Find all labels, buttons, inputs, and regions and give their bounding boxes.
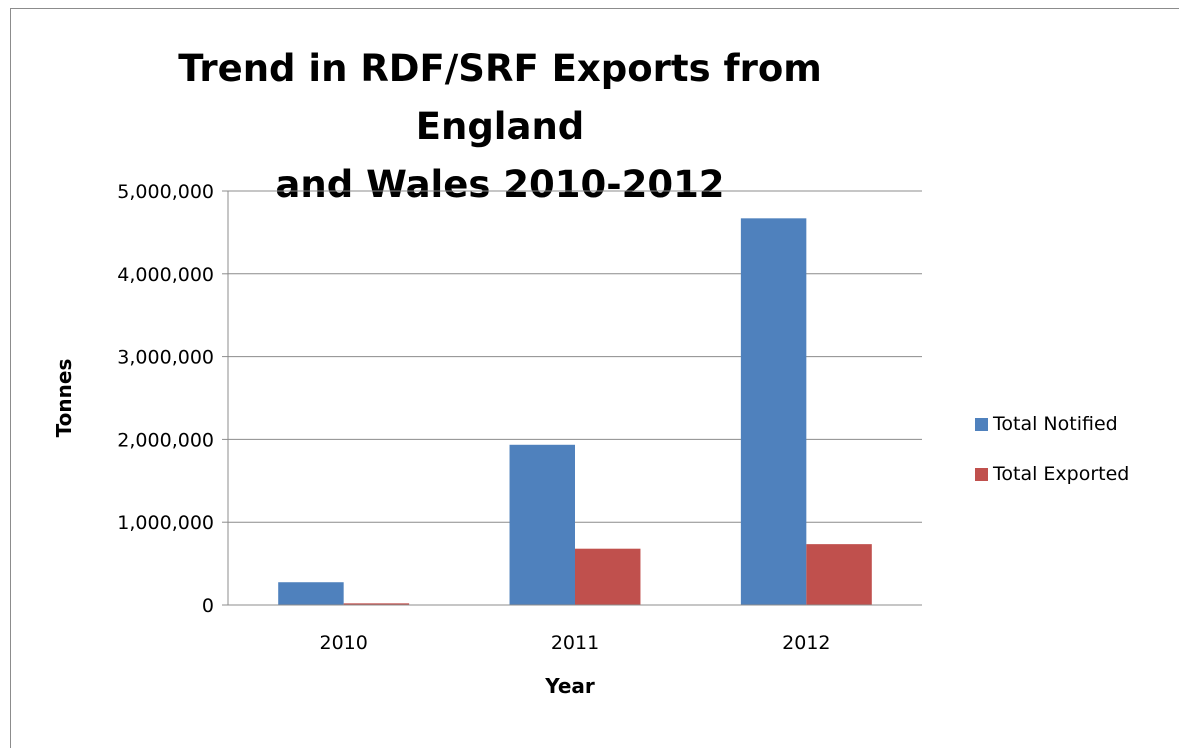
chart-title-line-1: Trend in RDF/SRF Exports from England (178, 47, 822, 148)
bar-total-notified-2010 (278, 582, 344, 605)
bar-total-exported-2011 (575, 548, 641, 605)
y-tick-label: 3,000,000 (117, 347, 214, 369)
legend-label-total-exported: Total Exported (993, 463, 1130, 485)
y-tick-label: 5,000,000 (117, 181, 214, 203)
bar-total-notified-2012 (740, 218, 807, 605)
chart-title: Trend in RDF/SRF Exports from England an… (110, 40, 890, 214)
bar-total-exported-2012 (806, 544, 872, 605)
legend-item-total-notified: Total Notified (975, 407, 1129, 441)
y-tick-label: 1,000,000 (117, 512, 214, 534)
chart-area (10, 8, 1179, 748)
legend-label-total-notified: Total Notified (993, 413, 1118, 435)
bar-total-exported-2010 (343, 603, 410, 605)
y-tick-label: 0 (202, 595, 214, 617)
x-tick-label: 2012 (782, 632, 830, 654)
x-tick-label: 2010 (319, 632, 367, 654)
legend-swatch-total-exported (975, 467, 988, 481)
y-axis-title: Tonnes (52, 359, 76, 438)
plot-area: 0 1,000,000 2,000,000 3,000,000 4,000,000 5,0… (52, 181, 922, 698)
x-tick-label: 2011 (551, 632, 599, 654)
bar-total-notified-2011 (509, 444, 575, 605)
y-tick-label: 4,000,000 (117, 264, 214, 286)
legend-item-total-exported: Total Exported (975, 457, 1129, 491)
legend: Total Notified Total Exported (975, 407, 1129, 507)
chart-title-line-2: and Wales 2010-2012 (275, 163, 725, 206)
y-tick-label: 2,000,000 (117, 429, 214, 451)
legend-swatch-total-notified (975, 417, 988, 431)
x-axis-title: Year (544, 674, 595, 698)
